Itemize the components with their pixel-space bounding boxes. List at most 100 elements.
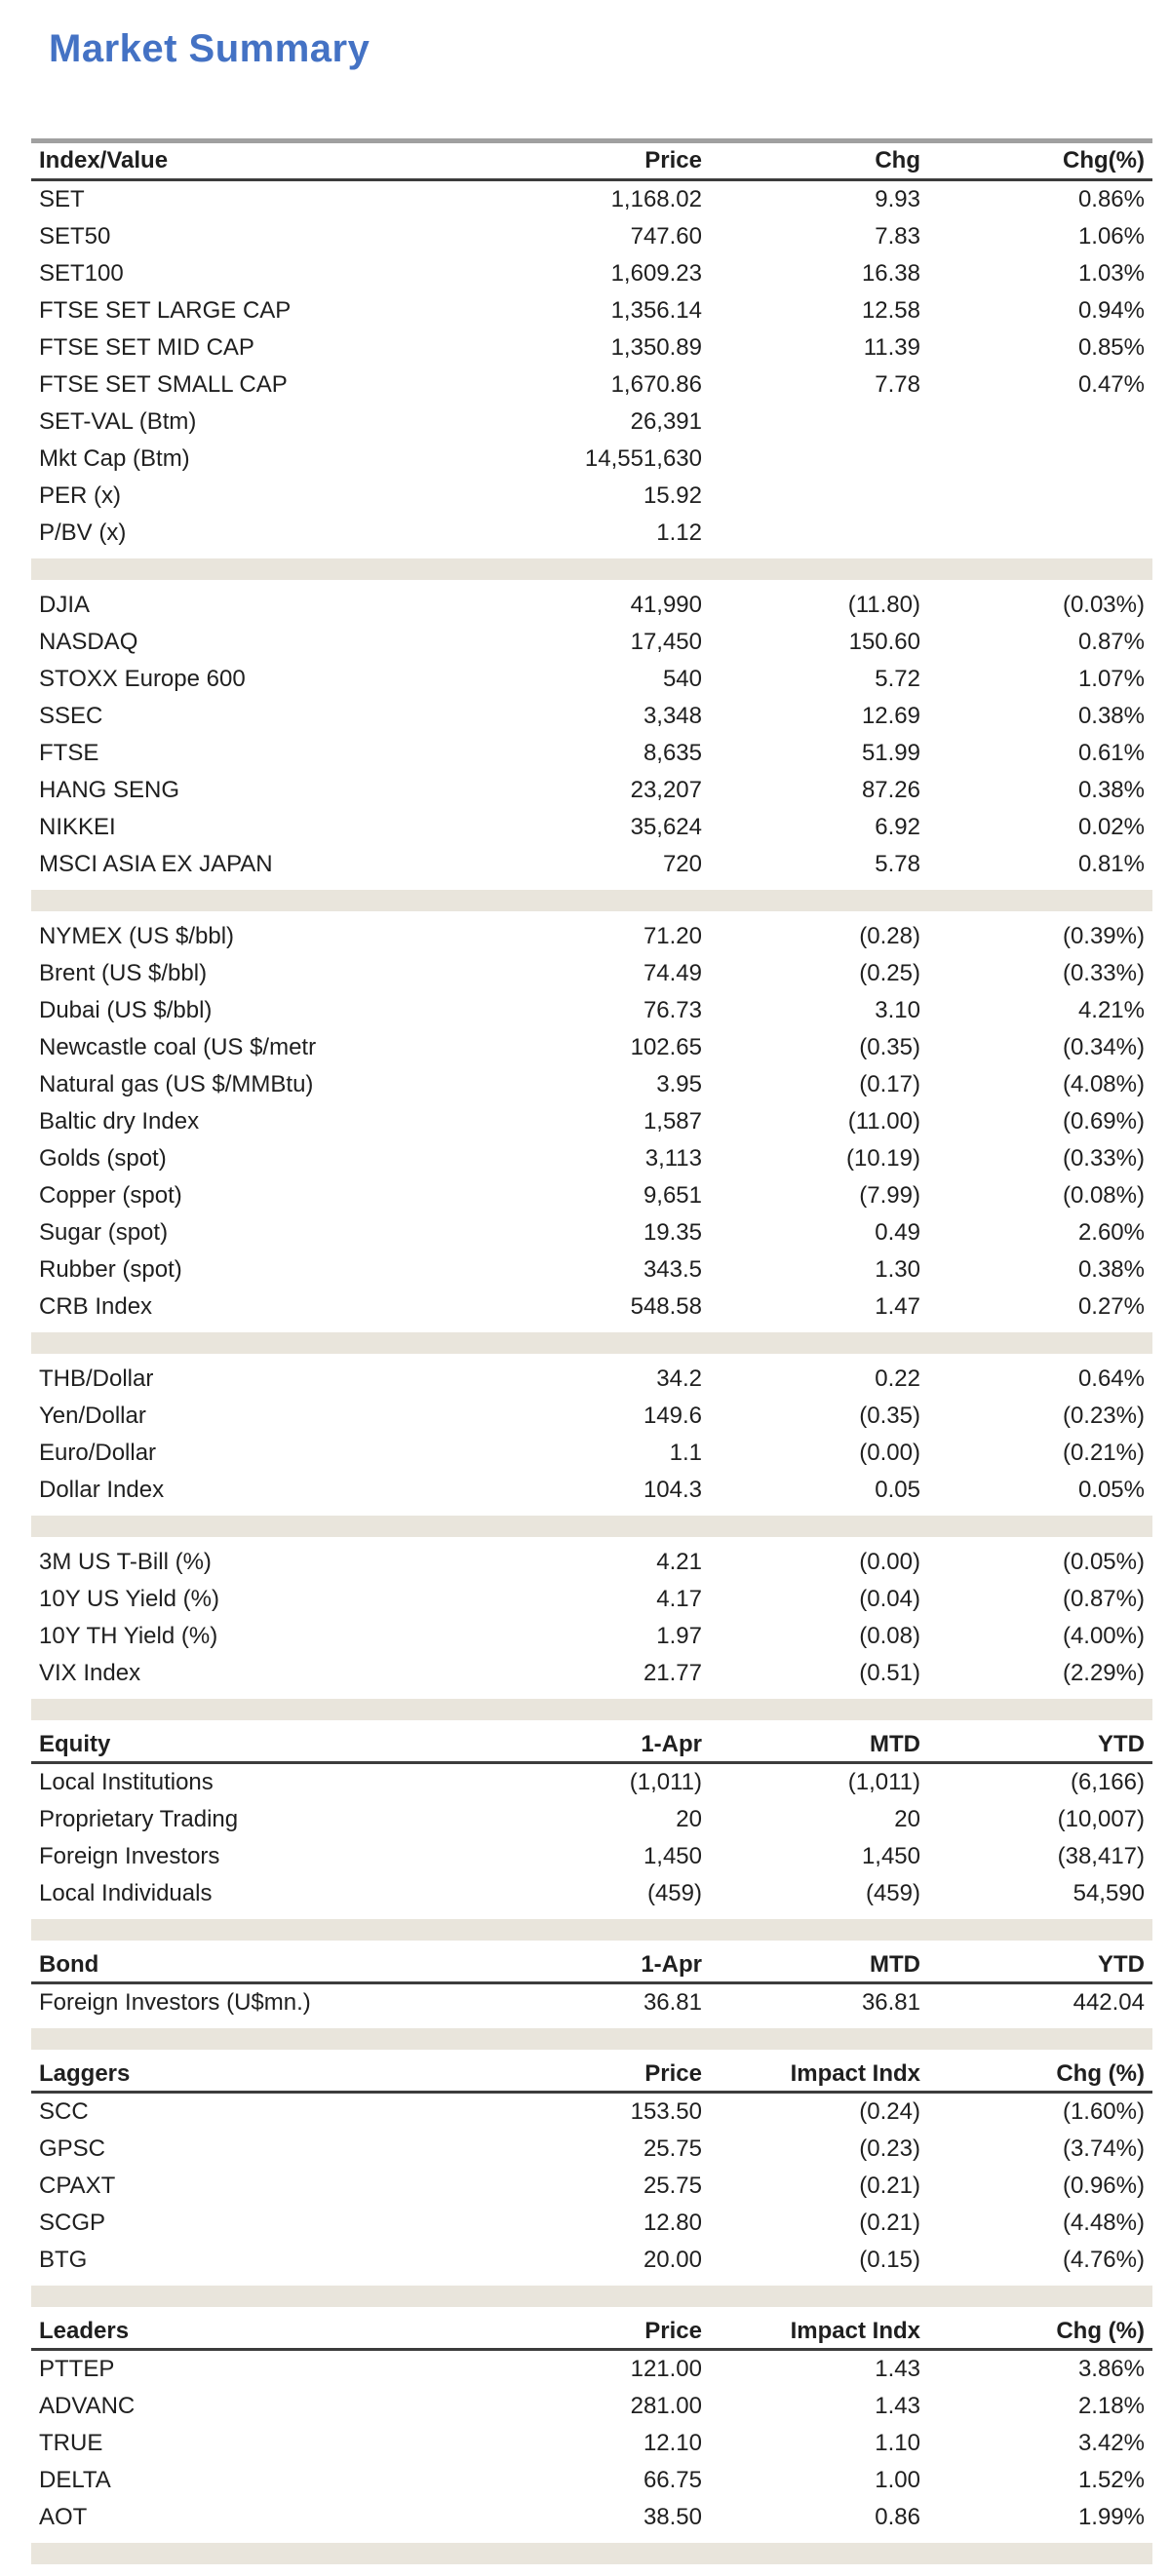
value-cell: 23,207 (630, 777, 702, 803)
table-row: SET 1,168.02 9.93 0.86% (31, 181, 1152, 218)
value-cell: 3,113 (644, 1145, 702, 1172)
value-cell: 21.77 (643, 1660, 702, 1686)
value-cell: 1.03% (1077, 260, 1145, 287)
value-cell: Chg (875, 147, 920, 173)
label-cell: SCGP (39, 2210, 106, 2236)
table-row: NIKKEI 35,624 6.92 0.02% (31, 809, 1152, 846)
value-cell: 34.2 (656, 1365, 702, 1392)
value-cell: 7.78 (875, 371, 920, 398)
section-divider-band (31, 1699, 1152, 1720)
value-cell: 19.35 (643, 1219, 702, 1246)
table-row: 10Y US Yield (%) 4.17 (0.04) (0.87%) (31, 1581, 1152, 1618)
table-row: Copper (spot) 9,651 (7.99) (0.08%) (31, 1177, 1152, 1214)
label-cell: SET (39, 186, 85, 212)
value-cell: 0.87% (1077, 629, 1145, 655)
value-cell: 1.1 (669, 1440, 702, 1466)
market-summary-table: Index/Value Price Chg Chg(%) SET 1,168.02 9.93… (31, 138, 1152, 2571)
table-row: ADVANC 281.00 1.43 2.18% (31, 2388, 1152, 2425)
value-cell: MTD (870, 1950, 920, 1978)
label-cell: Newcastle coal (US $/metr (39, 1034, 317, 1060)
section-divider-band (31, 558, 1152, 580)
value-cell: Chg(%) (1063, 147, 1145, 173)
value-cell: (0.03%) (1062, 592, 1145, 618)
value-cell: (0.51) (859, 1660, 920, 1686)
label-cell: STOXX Europe 600 (39, 666, 246, 692)
value-cell: 3,348 (643, 703, 702, 729)
value-cell: Impact Indx (790, 2317, 920, 2344)
label-cell: Brent (US $/bbl) (39, 960, 208, 986)
value-cell: (11.80) (847, 592, 920, 618)
label-cell: SET50 (39, 223, 111, 250)
table-row: 3M US T-Bill (%) 4.21 (0.00) (0.05%) (31, 1544, 1152, 1581)
value-cell: 1.07% (1077, 666, 1145, 692)
value-cell: (0.05%) (1062, 1549, 1145, 1575)
label-cell: Equity (39, 1730, 111, 1757)
value-cell: 2.60% (1077, 1219, 1145, 1246)
value-cell: 0.64% (1077, 1365, 1145, 1392)
label-cell: THB/Dollar (39, 1365, 154, 1392)
section-divider-band (31, 2286, 1152, 2307)
table-row: NYMEX (US $/bbl) 71.20 (0.28) (0.39%) (31, 918, 1152, 955)
label-cell: FTSE SET LARGE CAP (39, 297, 292, 324)
label-cell: CRB Index (39, 1293, 153, 1320)
value-cell: 36.81 (861, 1989, 920, 2016)
value-cell: (4.48%) (1062, 2210, 1145, 2236)
label-cell: MSCI ASIA EX JAPAN (39, 851, 273, 877)
table-row: Foreign Investors 1,450 1,450 (38,417) (31, 1838, 1152, 1875)
table-row: Mkt Cap (Btm) 14,551,630 (31, 441, 1152, 478)
label-cell: FTSE SET SMALL CAP (39, 371, 288, 398)
label-cell: 10Y US Yield (%) (39, 1586, 219, 1612)
value-cell: 149.6 (643, 1403, 702, 1429)
table-row: Yen/Dollar 149.6 (0.35) (0.23%) (31, 1398, 1152, 1435)
value-cell: 3.42% (1077, 2430, 1145, 2456)
value-cell: (2.29%) (1062, 1660, 1145, 1686)
value-cell: 0.49 (875, 1219, 920, 1246)
label-cell: BTG (39, 2247, 88, 2273)
value-cell: (3.74%) (1062, 2135, 1145, 2162)
value-cell: (0.34%) (1062, 1034, 1145, 1060)
value-cell: 1.00 (875, 2467, 920, 2493)
table-row: Dollar Index 104.3 0.05 0.05% (31, 1472, 1152, 1509)
table-row: Golds (spot) 3,113 (10.19) (0.33%) (31, 1140, 1152, 1177)
header-row-leaders: Leaders Price Impact Indx Chg (%) (31, 2314, 1152, 2351)
value-cell: 16.38 (861, 260, 920, 287)
label-cell: Mkt Cap (Btm) (39, 445, 190, 472)
value-cell: 76.73 (643, 997, 702, 1023)
value-cell: 1.99% (1077, 2504, 1145, 2530)
table-row: Baltic dry Index 1,587 (11.00) (0.69%) (31, 1103, 1152, 1140)
table-row: Sugar (spot) 19.35 0.49 2.60% (31, 1214, 1152, 1251)
section-divider-band (31, 2543, 1152, 2564)
table-row: TRUE 12.10 1.10 3.42% (31, 2425, 1152, 2462)
table-row: PTTEP 121.00 1.43 3.86% (31, 2351, 1152, 2388)
value-cell: 153.50 (630, 2098, 702, 2125)
label-cell: GPSC (39, 2135, 106, 2162)
value-cell: 0.38% (1077, 703, 1145, 729)
table-row: FTSE SET MID CAP 1,350.89 11.39 0.85% (31, 329, 1152, 366)
value-cell: 150.60 (848, 629, 920, 655)
table-row: NASDAQ 17,450 150.60 0.87% (31, 624, 1152, 661)
label-cell: PTTEP (39, 2356, 115, 2382)
value-cell: 12.69 (861, 703, 920, 729)
section-divider-band (31, 1919, 1152, 1941)
value-cell: (4.08%) (1062, 1071, 1145, 1097)
label-cell: DELTA (39, 2467, 111, 2493)
value-cell: (0.21%) (1062, 1440, 1145, 1466)
value-cell: 25.75 (643, 2172, 702, 2199)
value-cell: (0.96%) (1062, 2172, 1145, 2199)
value-cell: 1.47 (875, 1293, 920, 1320)
value-cell: Chg (%) (1056, 2059, 1145, 2087)
value-cell: (11.00) (847, 1108, 920, 1134)
label-cell: TRUE (39, 2430, 103, 2456)
label-cell: Local Institutions (39, 1769, 214, 1795)
value-cell: (0.28) (859, 923, 920, 949)
label-cell: 10Y TH Yield (%) (39, 1623, 218, 1649)
value-cell: (459) (646, 1880, 702, 1906)
table-row: FTSE SET LARGE CAP 1,356.14 12.58 0.94% (31, 292, 1152, 329)
value-cell: 3.86% (1077, 2356, 1145, 2382)
value-cell: 74.49 (643, 960, 702, 986)
label-cell: HANG SENG (39, 777, 180, 803)
value-cell: 26,391 (630, 408, 702, 435)
value-cell: Chg (%) (1056, 2317, 1145, 2344)
label-cell: Baltic dry Index (39, 1108, 200, 1134)
value-cell: (10,007) (1057, 1806, 1145, 1832)
